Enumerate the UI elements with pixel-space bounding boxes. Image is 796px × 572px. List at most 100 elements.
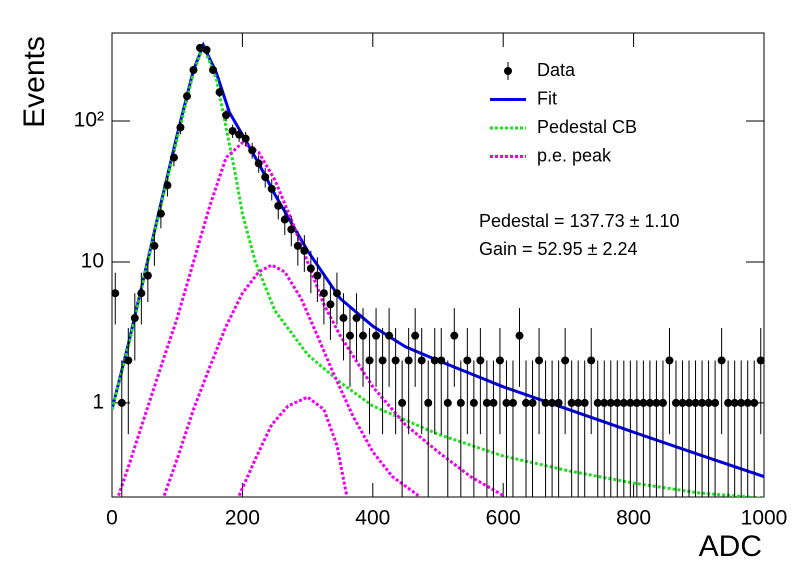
data-point <box>267 184 276 193</box>
data-point <box>372 331 381 340</box>
data-point <box>196 43 205 52</box>
data-point <box>528 398 537 407</box>
data-point <box>717 356 726 365</box>
data-point <box>319 289 328 298</box>
data-point <box>743 398 752 407</box>
data-point <box>522 398 531 407</box>
data-point <box>678 398 687 407</box>
data-point <box>443 398 452 407</box>
x-tick-label: 400 <box>355 507 390 530</box>
curve <box>112 41 764 497</box>
data-point <box>476 356 485 365</box>
data-point <box>430 356 439 365</box>
data-point <box>600 398 609 407</box>
data-point <box>417 356 426 365</box>
data-point <box>698 398 707 407</box>
legend-label: Pedestal CB <box>537 117 637 137</box>
data-point <box>215 88 224 97</box>
data-point <box>156 209 165 218</box>
legend-label: Data <box>537 60 576 80</box>
data-point <box>280 215 289 224</box>
data-point <box>176 123 185 132</box>
x-axis-title: ADC <box>699 530 762 563</box>
data-point <box>352 314 361 323</box>
data-point <box>391 356 400 365</box>
data-point <box>365 356 374 365</box>
data-point <box>671 398 680 407</box>
data-point <box>587 356 596 365</box>
annotation: Pedestal = 137.73 ± 1.10 <box>479 211 680 231</box>
annotation: Gain = 52.95 ± 2.24 <box>479 239 638 259</box>
data-point <box>261 173 270 182</box>
data-point <box>593 398 602 407</box>
x-tick-label: 0 <box>106 507 118 530</box>
data-point <box>450 331 459 340</box>
data-point <box>248 146 257 155</box>
data-point <box>737 398 746 407</box>
data-point <box>385 331 394 340</box>
data-point <box>235 130 244 139</box>
legend-symbol <box>504 67 512 75</box>
legend-label: Fit <box>537 88 557 108</box>
data-point <box>750 398 759 407</box>
y-tick-label: 1 <box>92 390 104 413</box>
data-point <box>495 356 504 365</box>
data-point <box>202 45 211 54</box>
y-tick-label: 10² <box>74 109 104 132</box>
data-point <box>163 181 172 190</box>
data-point <box>137 289 146 298</box>
data-point <box>332 289 341 298</box>
x-tick-label: 1000 <box>741 507 788 530</box>
data-point <box>724 398 733 407</box>
data-point <box>339 314 348 323</box>
data-point <box>639 398 648 407</box>
data-point <box>619 398 628 407</box>
x-tick-label: 800 <box>616 507 651 530</box>
data-point <box>502 398 511 407</box>
data-point <box>632 398 641 407</box>
data-point <box>378 356 387 365</box>
data-point <box>711 398 720 407</box>
data-point <box>117 398 126 407</box>
data-point <box>228 126 237 135</box>
data-point <box>554 398 563 407</box>
plot-frame <box>111 32 765 498</box>
data-point <box>574 398 583 407</box>
data-point <box>567 398 576 407</box>
data-point <box>293 241 302 250</box>
data-point <box>326 300 335 309</box>
data-point <box>704 398 713 407</box>
data-point <box>359 331 368 340</box>
data-point <box>482 398 491 407</box>
legend-label: p.e. peak <box>537 145 612 165</box>
data-point <box>548 398 557 407</box>
data-point <box>469 398 478 407</box>
data-point <box>535 356 544 365</box>
data-point <box>691 398 700 407</box>
data-point <box>489 398 498 407</box>
data-point <box>111 289 120 298</box>
data-point <box>182 92 191 101</box>
data-point <box>658 398 667 407</box>
y-axis-title: Events <box>18 36 51 128</box>
data-point <box>241 134 250 143</box>
data-point <box>685 398 694 407</box>
data-point <box>404 356 413 365</box>
data-point <box>645 398 654 407</box>
data-point <box>463 356 472 365</box>
data-point <box>561 356 570 365</box>
data-point <box>313 271 322 280</box>
data-point <box>189 66 198 75</box>
data-point <box>730 398 739 407</box>
x-tick-label: 600 <box>486 507 521 530</box>
data-point <box>665 356 674 365</box>
data-point <box>222 111 231 120</box>
data-point <box>613 398 622 407</box>
data-point <box>169 153 178 162</box>
data-point <box>287 225 296 234</box>
data-point <box>580 398 589 407</box>
data-point <box>411 331 420 340</box>
data-point <box>541 398 550 407</box>
